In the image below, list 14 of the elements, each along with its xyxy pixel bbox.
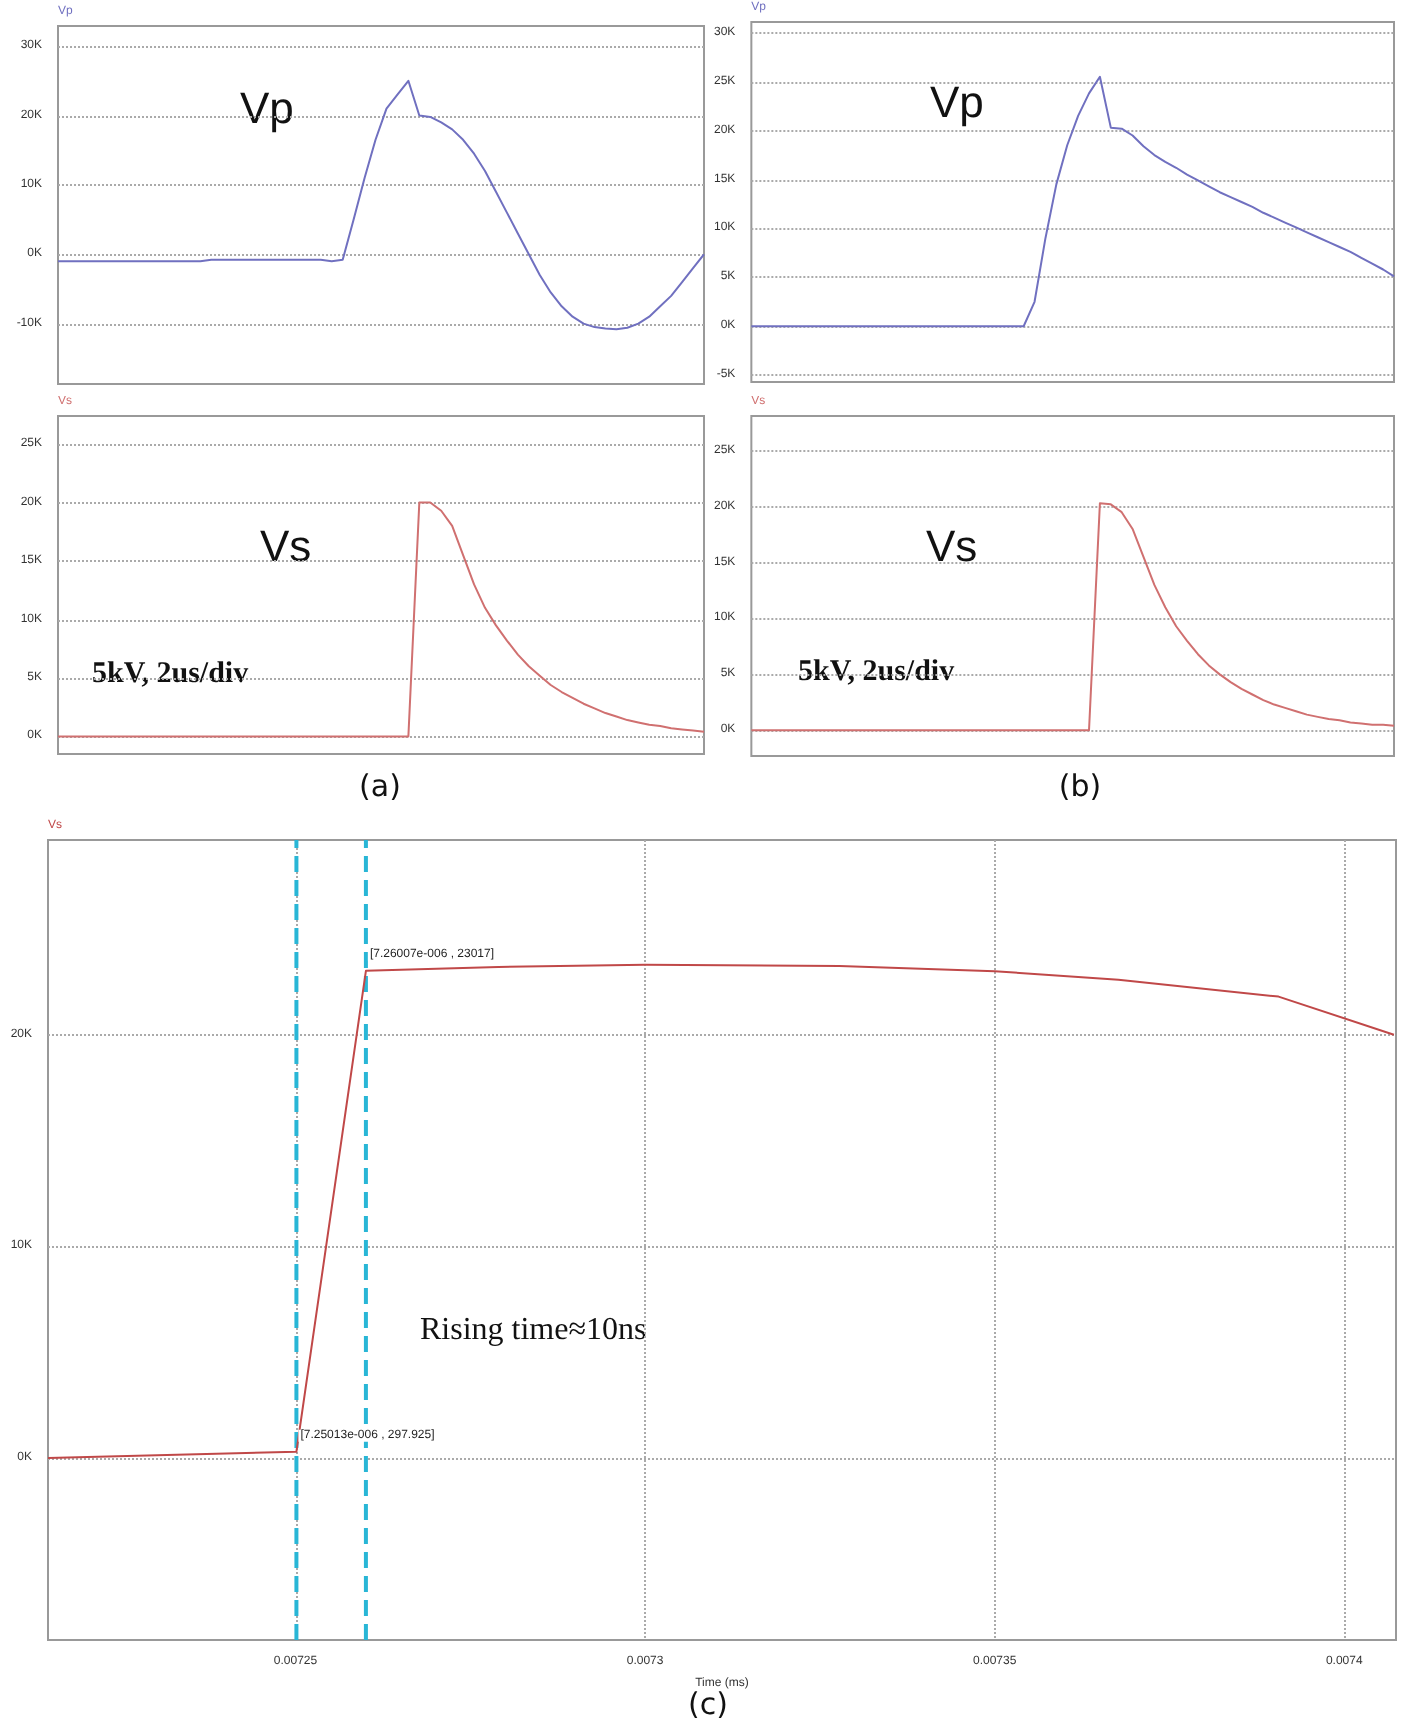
text: (c) xyxy=(688,1686,728,1722)
line-series xyxy=(57,501,705,738)
line-series xyxy=(750,75,1395,328)
line-series xyxy=(47,963,1395,1459)
text: (a) xyxy=(359,768,401,804)
series-label: Vp xyxy=(240,83,294,133)
text: (b) xyxy=(1058,768,1102,804)
annotation: Rising time≈10ns xyxy=(420,1313,647,1347)
text: Vs xyxy=(926,521,978,571)
line-series xyxy=(57,79,705,331)
series-label: Vp xyxy=(930,77,984,127)
line-series xyxy=(750,502,1395,732)
annotation: 5kV, 2us/div xyxy=(798,656,956,688)
text: Vs xyxy=(260,521,312,571)
